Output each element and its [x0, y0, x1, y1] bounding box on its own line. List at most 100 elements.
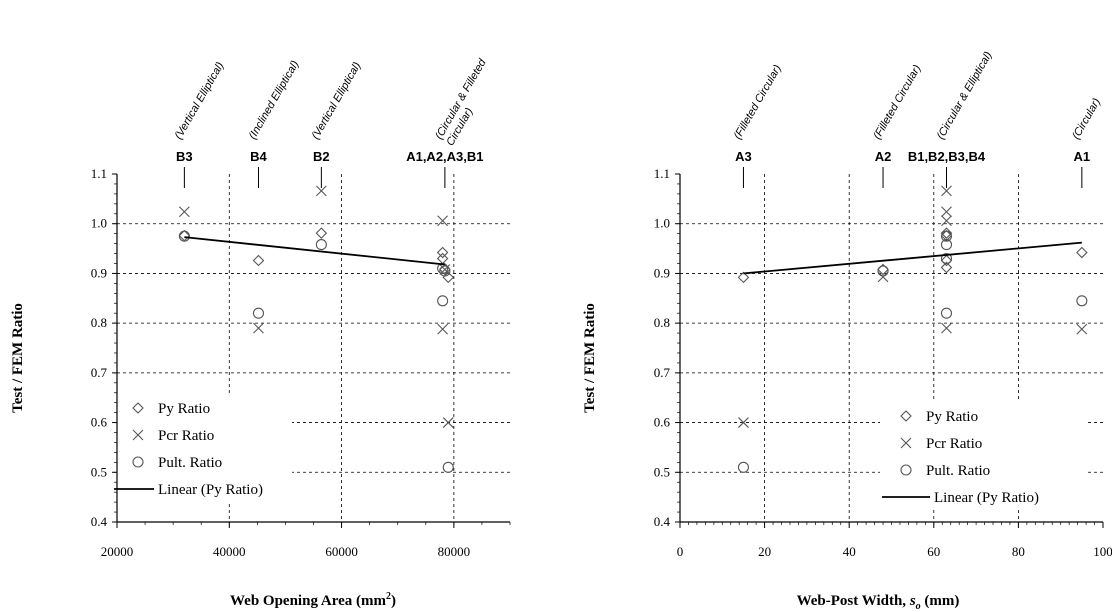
legend: Py Ratio Pcr Ratio Pult. Ratio Linear (Py R…: [114, 401, 263, 498]
chart-1: 0.4 0.5 0.6 0.7 0.8 0.9 1.0 1.1 20000 40000 60000 8…: [10, 56, 511, 609]
legend-label: Py Ratio: [158, 401, 210, 417]
point-pult-ratio: [252, 307, 265, 319]
y-tick-label: 1.0: [654, 216, 670, 231]
category-label: B4: [250, 149, 267, 164]
category-label: B3: [176, 149, 193, 164]
x-tick-label: 0: [677, 544, 684, 559]
point-py-ratio: [436, 252, 449, 265]
point-pult-ratio: [439, 265, 451, 277]
point-pcr-ratio: [1076, 323, 1088, 335]
x-tick-label: 40: [843, 544, 856, 559]
legend-background: [880, 402, 1088, 510]
x-tick-label: 60: [927, 544, 940, 559]
x-tick-label: 20000: [101, 544, 134, 559]
legend-label: Pcr Ratio: [926, 436, 982, 452]
y-axis-label: Test / FEM Ratio: [582, 303, 598, 413]
point-pult-ratio: [737, 461, 750, 473]
y-axis-label: Test / FEM Ratio: [10, 303, 26, 413]
x-tick-label: 80000: [438, 544, 471, 559]
y-tick-label: 0.8: [91, 315, 107, 330]
chart-2: 0.4 0.5 0.6 0.7 0.8 0.9 1.0 1.1 0 20 40 60 80 100 Test…: [582, 49, 1112, 612]
x-axis-label: Web-Post Width, so (mm): [797, 593, 960, 612]
legend-swatch: [132, 429, 144, 441]
point-pcr-ratio: [941, 206, 952, 218]
point-py-ratio: [252, 254, 265, 267]
legend-label: Pcr Ratio: [158, 428, 214, 444]
point-pult-ratio: [940, 230, 953, 242]
point-py-ratio: [940, 254, 953, 267]
y-tick-label: 0.6: [91, 415, 108, 430]
x-tick-label: 80: [1012, 544, 1025, 559]
y-tick-label: 0.9: [654, 265, 670, 280]
point-pcr-ratio: [738, 417, 749, 428]
y-tick-label: 0.4: [91, 514, 108, 529]
legend-swatch: [900, 410, 912, 422]
y-tick-label: 0.7: [91, 365, 108, 380]
point-pult-ratio: [940, 252, 953, 265]
legend-label: Linear (Py Ratio): [158, 482, 263, 498]
y-tick-label: 0.4: [654, 514, 671, 529]
point-pult-ratio: [940, 239, 953, 251]
legend: Py Ratio Pcr Ratio Pult. Ratio Linear (Py R…: [882, 409, 1039, 506]
point-pult-ratio: [315, 239, 327, 251]
category-annotation: (Circular & Elliptical): [935, 49, 995, 141]
y-tick-label: 0.5: [654, 464, 670, 479]
y-tick-label: 1.1: [654, 166, 670, 181]
point-pult-ratio: [940, 307, 953, 319]
y-tick-label: 0.8: [654, 315, 670, 330]
legend-label: Py Ratio: [926, 409, 978, 425]
trendline-linear-py-ratio: [743, 241, 1082, 275]
category-annotation: (Circular): [1070, 96, 1103, 141]
point-pult-ratio: [437, 295, 449, 307]
point-pult-ratio: [877, 265, 889, 277]
point-pcr-ratio: [941, 215, 952, 227]
point-pcr-ratio: [253, 322, 264, 334]
x-tick-label: 20: [758, 544, 771, 559]
point-pcr-ratio: [178, 206, 190, 218]
point-pult-ratio: [1076, 295, 1088, 307]
x-tick-label: 40000: [213, 544, 246, 559]
legend-label: Pult. Ratio: [926, 463, 990, 479]
point-pcr-ratio: [941, 185, 952, 197]
point-py-ratio: [940, 227, 953, 239]
category-label: A1: [1074, 149, 1091, 164]
point-pcr-ratio: [941, 322, 952, 334]
legend-label: Linear (Py Ratio): [934, 490, 1039, 506]
trendline-linear-py-ratio: [184, 236, 445, 266]
point-py-ratio: [436, 246, 449, 259]
category-label: B2: [313, 149, 330, 164]
legend-swatch: [132, 456, 144, 468]
category-label: A1,A2,A3,B1: [406, 149, 483, 164]
legend-swatch: [900, 437, 912, 449]
point-py-ratio: [737, 271, 750, 284]
point-pcr-ratio: [437, 215, 449, 227]
category-annotation: (Inclined Elliptical): [247, 58, 302, 141]
category-label: B1,B2,B3,B4: [908, 149, 986, 164]
category-annotation: (Vertical Elliptical): [173, 60, 227, 142]
legend-swatch: [132, 402, 144, 414]
y-tick-label: 0.5: [91, 464, 107, 479]
legend-swatch: [900, 464, 912, 476]
legend-label: Pult. Ratio: [158, 455, 222, 471]
point-pult-ratio: [442, 461, 454, 473]
category-annotation: (Vertical Elliptical): [310, 60, 364, 142]
y-tick-label: 0.7: [654, 365, 671, 380]
point-pcr-ratio: [437, 323, 449, 335]
point-pcr-ratio: [315, 185, 327, 197]
legend-background: [112, 394, 292, 502]
category-annotation: (Circular & FilletedCircular): [433, 56, 500, 148]
point-py-ratio: [315, 227, 328, 239]
y-tick-label: 1.1: [91, 166, 107, 181]
y-tick-label: 0.6: [654, 415, 671, 430]
category-label: A3: [735, 149, 752, 164]
x-tick-label: 100: [1093, 544, 1112, 559]
x-tick-label: 60000: [325, 544, 358, 559]
point-py-ratio: [940, 261, 953, 274]
category-label: A2: [875, 149, 892, 164]
category-annotation: (Filleted Circular): [871, 63, 923, 142]
y-tick-label: 1.0: [91, 216, 107, 231]
point-pcr-ratio: [442, 417, 454, 428]
x-axis-label: Web Opening Area (mm2): [230, 591, 396, 609]
point-pcr-ratio: [877, 271, 889, 283]
